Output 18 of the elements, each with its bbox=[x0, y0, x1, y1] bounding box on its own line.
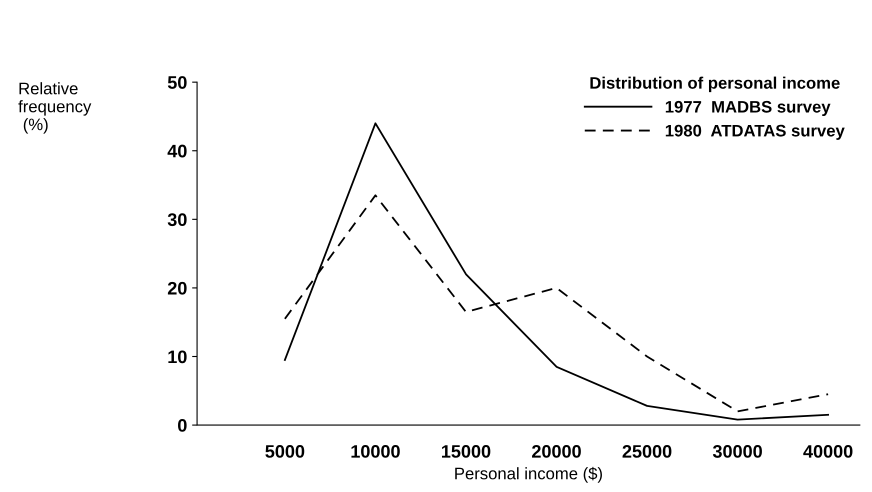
y-tick-label: 10 bbox=[168, 350, 187, 364]
x-tick-label: 10000 bbox=[351, 445, 400, 458]
y-tick-label: 30 bbox=[168, 213, 187, 226]
x-tick-label: 15000 bbox=[442, 445, 490, 458]
x-axis-title: Personal income ($) bbox=[455, 466, 602, 483]
legend-title: Distribution of personal income bbox=[590, 76, 840, 92]
x-tick-label: 40000 bbox=[803, 445, 852, 458]
y-tick-label: 50 bbox=[168, 76, 187, 89]
y-tick-label: 0 bbox=[178, 419, 187, 432]
x-tick-label: 5000 bbox=[265, 445, 304, 458]
y-tick-label: 40 bbox=[168, 144, 187, 158]
legend-label: 1977 MADBS survey bbox=[666, 100, 831, 116]
y-tick-label: 20 bbox=[168, 282, 187, 295]
x-tick-label: 25000 bbox=[622, 445, 672, 458]
legend-label: 1980 ATDATAS survey bbox=[666, 124, 845, 140]
x-tick-label: 30000 bbox=[712, 445, 762, 458]
y-axis-title: Relative frequency (%) bbox=[18, 82, 92, 134]
x-tick-label: 20000 bbox=[532, 445, 581, 458]
